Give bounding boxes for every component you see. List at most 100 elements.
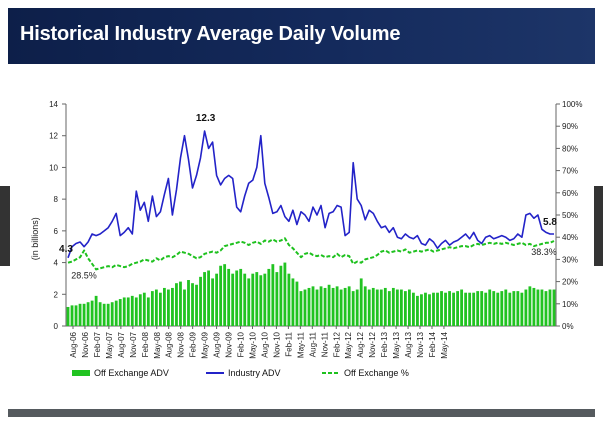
adv-bar bbox=[138, 294, 142, 326]
adv-bar bbox=[428, 294, 431, 326]
x-tick-label: May-10 bbox=[248, 331, 257, 358]
adv-bar bbox=[476, 291, 480, 326]
y2-tick-label: 0% bbox=[562, 322, 574, 331]
adv-bar bbox=[540, 289, 544, 326]
y-tick-label: 0 bbox=[54, 322, 59, 331]
adv-bar bbox=[283, 262, 287, 326]
y2-tick-label: 50% bbox=[562, 211, 578, 220]
adv-bar bbox=[319, 286, 323, 326]
adv-bar bbox=[468, 292, 472, 326]
adv-bar bbox=[480, 291, 484, 326]
adv-bar bbox=[106, 303, 110, 326]
x-tick-label: Nov-10 bbox=[272, 331, 281, 357]
chart-title-banner: Historical Industry Average Daily Volume bbox=[8, 8, 595, 64]
y2-tick-label: 10% bbox=[562, 300, 578, 309]
adv-bar bbox=[162, 287, 166, 326]
x-tick-label: May-13 bbox=[392, 331, 401, 358]
adv-bar bbox=[251, 273, 255, 326]
x-tick-label: Aug-13 bbox=[404, 331, 413, 357]
adv-bar bbox=[263, 273, 267, 326]
x-tick-label: Aug-11 bbox=[308, 331, 317, 357]
adv-bar bbox=[347, 286, 351, 326]
adv-bar bbox=[520, 292, 524, 326]
adv-bar bbox=[158, 292, 162, 326]
adv-bar bbox=[552, 289, 556, 326]
adv-bar bbox=[440, 291, 443, 326]
x-tick-label: Nov-13 bbox=[416, 331, 425, 357]
adv-bar bbox=[512, 291, 516, 326]
adv-bar bbox=[74, 305, 78, 326]
adv-bar bbox=[223, 264, 227, 326]
adv-bar bbox=[126, 297, 130, 326]
adv-bar bbox=[391, 287, 395, 326]
y-tick-label: 2 bbox=[54, 290, 59, 299]
x-tick-label: Aug-09 bbox=[213, 331, 222, 357]
adv-bar bbox=[315, 289, 319, 326]
x-tick-label: May-14 bbox=[440, 331, 449, 358]
adv-bar bbox=[339, 289, 343, 326]
adv-bar bbox=[379, 289, 383, 326]
adv-bar bbox=[371, 287, 375, 326]
adv-bar bbox=[219, 265, 223, 326]
adv-bar bbox=[150, 291, 154, 326]
industry-adv-line bbox=[67, 130, 554, 259]
adv-bar bbox=[464, 292, 468, 326]
y-tick-label: 6 bbox=[54, 227, 59, 236]
left-slider-handle[interactable] bbox=[0, 186, 10, 266]
x-tick-label: Aug-08 bbox=[165, 331, 174, 357]
chart-legend: Off Exchange ADV Industry ADV Off Exchange… bbox=[72, 368, 409, 378]
adv-bar bbox=[375, 289, 379, 326]
adv-bar bbox=[142, 292, 146, 326]
legend-off-exchange-adv: Off Exchange ADV bbox=[72, 368, 169, 378]
x-tick-label: Nov-08 bbox=[177, 331, 186, 357]
adv-bar bbox=[395, 289, 399, 326]
adv-bar bbox=[323, 287, 327, 326]
x-tick-label: Feb-10 bbox=[237, 331, 246, 357]
adv-bar bbox=[122, 297, 126, 326]
adv-bar bbox=[472, 292, 476, 326]
adv-bar bbox=[516, 291, 520, 326]
adv-bar bbox=[94, 295, 98, 326]
legend-industry-adv: Industry ADV bbox=[206, 368, 281, 378]
adv-bar bbox=[311, 286, 315, 326]
adv-bar bbox=[195, 284, 198, 326]
adv-bar bbox=[134, 297, 138, 326]
adv-bar bbox=[90, 300, 94, 326]
adv-bar bbox=[456, 291, 460, 326]
chart-axes: 0 2 4 6 8 10 12 14 0% 10% 20% 30% 40% 50% 60% 70% 80% 90%… bbox=[30, 100, 582, 359]
adv-bar bbox=[436, 292, 439, 326]
right-slider-handle[interactable] bbox=[594, 186, 603, 266]
adv-bar bbox=[86, 302, 90, 326]
adv-bar bbox=[259, 275, 263, 326]
x-tick-label: May-08 bbox=[153, 331, 162, 358]
y-tick-label: 8 bbox=[54, 195, 59, 204]
adv-bar bbox=[524, 289, 528, 326]
adv-bar bbox=[528, 286, 532, 326]
y-axis-title: (in billions) bbox=[30, 217, 40, 260]
adv-bar bbox=[303, 289, 307, 326]
y2-tick-label: 70% bbox=[562, 167, 578, 176]
adv-bar bbox=[367, 289, 371, 326]
x-tick-label: Nov-06 bbox=[81, 331, 90, 357]
adv-bar bbox=[175, 283, 178, 326]
adv-bar bbox=[231, 273, 235, 326]
adv-bar bbox=[227, 268, 231, 326]
adv-bar bbox=[508, 292, 512, 326]
adv-bar bbox=[267, 268, 271, 326]
y-tick-label: 4 bbox=[54, 259, 59, 268]
legend-label: Off Exchange % bbox=[344, 368, 409, 378]
adv-bar bbox=[327, 284, 331, 326]
data-label: 38.3% bbox=[531, 247, 557, 257]
adv-bar bbox=[484, 292, 488, 326]
adv-bar bbox=[452, 292, 455, 326]
adv-bar bbox=[444, 292, 447, 326]
adv-bar bbox=[118, 299, 122, 326]
x-tick-label: Nov-11 bbox=[320, 331, 329, 357]
x-tick-label: Feb-08 bbox=[141, 331, 150, 357]
adv-bar bbox=[102, 303, 106, 326]
x-tick-label: Feb-14 bbox=[428, 331, 437, 357]
adv-bar bbox=[187, 280, 190, 326]
y2-tick-label: 100% bbox=[562, 100, 582, 109]
x-tick-label: Feb-07 bbox=[93, 331, 102, 357]
